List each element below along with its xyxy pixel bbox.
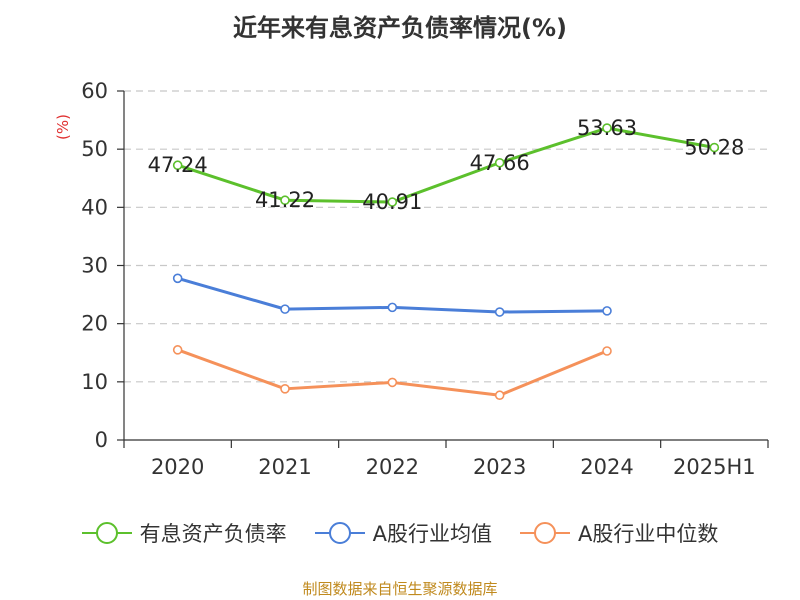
y-axis-unit-label: (%): [54, 114, 72, 140]
series-line: [177, 126, 715, 204]
y-tick-label: 60: [81, 79, 108, 103]
data-label: 53.63: [577, 116, 637, 140]
data-point: [387, 302, 398, 313]
data-labels: 47.24 41.22 40.91 47.66 53.63 50.28: [148, 116, 745, 214]
source-note: 制图数据来自恒生聚源数据库: [302, 580, 498, 598]
data-point: [387, 377, 398, 388]
x-tick-label: 2025H1: [673, 455, 756, 479]
data-point: [494, 157, 505, 168]
legend-marker-icon: [314, 522, 365, 544]
legend: 有息资产负债率 A股行业均值 A股行业中位数: [0, 518, 800, 548]
x-tick-label: 2020: [151, 455, 204, 479]
data-point: [280, 304, 290, 314]
x-tick-label: 2022: [366, 455, 419, 479]
legend-marker-icon: [81, 522, 132, 544]
legend-label: 有息资产负债率: [139, 522, 287, 546]
y-tick-label: 50: [81, 137, 108, 161]
series: [172, 123, 720, 401]
legend-item[interactable]: 有息资产负债率: [81, 518, 287, 548]
grid-lines: [124, 90, 768, 383]
data-point: [172, 273, 183, 284]
y-tick-label: 20: [81, 312, 108, 336]
legend-item[interactable]: A股行业中位数: [520, 518, 718, 548]
data-point: [172, 345, 183, 355]
data-label: 47.66: [470, 151, 530, 175]
data-point: [602, 346, 612, 356]
data-point: [387, 197, 398, 207]
data-label: 50.28: [684, 136, 744, 160]
data-point: [172, 160, 183, 171]
chart-title: 近年来有息资产负债率情况(%): [233, 14, 567, 42]
data-point: [602, 123, 612, 133]
legend-item[interactable]: A股行业均值: [314, 518, 492, 548]
data-label: 41.22: [255, 188, 315, 212]
data-point: [602, 306, 612, 316]
data-point: [280, 195, 290, 206]
legend-marker-icon: [520, 522, 570, 544]
x-tick-label: 2023: [473, 455, 526, 479]
legend-label: A股行业中位数: [578, 522, 719, 546]
data-point: [494, 307, 505, 317]
data-point: [709, 142, 720, 153]
legend-label: A股行业均值: [372, 522, 492, 546]
y-tick-label: 40: [81, 195, 108, 219]
data-point: [280, 384, 290, 394]
data-point: [494, 390, 505, 401]
axes: 0 10 20 30 40 50 60 2020 2021 2022 2023 2024 2025H1: [81, 79, 769, 479]
x-tick-label: 2024: [580, 455, 633, 479]
y-tick-label: 30: [81, 254, 108, 278]
data-label: 40.91: [362, 190, 422, 214]
series-line: [177, 348, 608, 397]
y-tick-label: 0: [95, 428, 108, 452]
x-tick-label: 2021: [258, 455, 311, 479]
y-tick-label: 10: [81, 370, 108, 394]
data-label: 47.24: [148, 153, 208, 177]
